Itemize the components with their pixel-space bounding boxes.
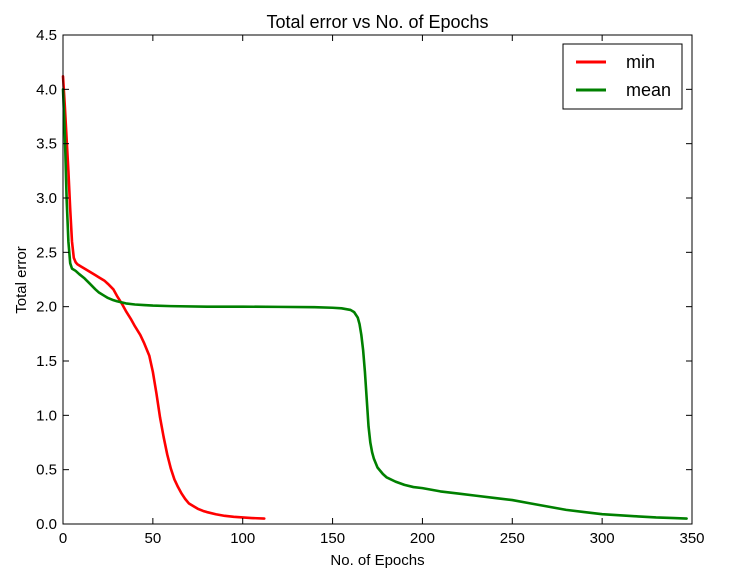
x-tick-label: 200 xyxy=(410,530,435,547)
tick-layer: 0 50 100 150 200 250 300 350 0.0 0.5 1.0 1.5 2.0 2.5 3… xyxy=(36,27,704,547)
y-tick-label: 0.5 xyxy=(36,462,57,479)
y-axis-label: Total error xyxy=(13,246,30,314)
y-tick-label: 1.0 xyxy=(36,407,57,424)
series-line-min xyxy=(61,74,266,520)
x-tick-label: 50 xyxy=(145,530,162,547)
series-layer xyxy=(61,74,688,520)
plot-frame xyxy=(62,34,693,525)
y-tick-label: 4.5 xyxy=(36,27,57,44)
y-tick-label: 3.5 xyxy=(36,136,57,153)
y-tick-label: 2.0 xyxy=(36,299,57,316)
legend-label-mean: mean xyxy=(626,80,671,100)
y-tick-label: 2.5 xyxy=(36,244,57,261)
legend-label-min: min xyxy=(626,52,655,72)
legend-box xyxy=(562,43,683,110)
chart-title: Total error vs No. of Epochs xyxy=(266,12,488,32)
series-line-mean xyxy=(61,88,688,520)
x-tick-label: 250 xyxy=(500,530,525,547)
x-tick-label: 100 xyxy=(230,530,255,547)
y-tick-label: 3.0 xyxy=(36,190,57,207)
x-tick-label: 0 xyxy=(59,530,67,547)
x-tick-label: 300 xyxy=(590,530,615,547)
x-axis-label: No. of Epochs xyxy=(330,552,424,569)
x-tick-label: 150 xyxy=(320,530,345,547)
legend: min mean xyxy=(562,43,683,110)
y-tick-label: 0.0 xyxy=(36,516,57,533)
y-tick-label: 4.0 xyxy=(36,81,57,98)
x-tick-label: 350 xyxy=(679,530,704,547)
y-tick-label: 1.5 xyxy=(36,353,57,370)
